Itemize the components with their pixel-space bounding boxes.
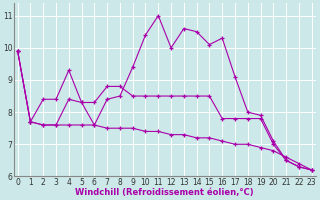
X-axis label: Windchill (Refroidissement éolien,°C): Windchill (Refroidissement éolien,°C) — [76, 188, 254, 197]
